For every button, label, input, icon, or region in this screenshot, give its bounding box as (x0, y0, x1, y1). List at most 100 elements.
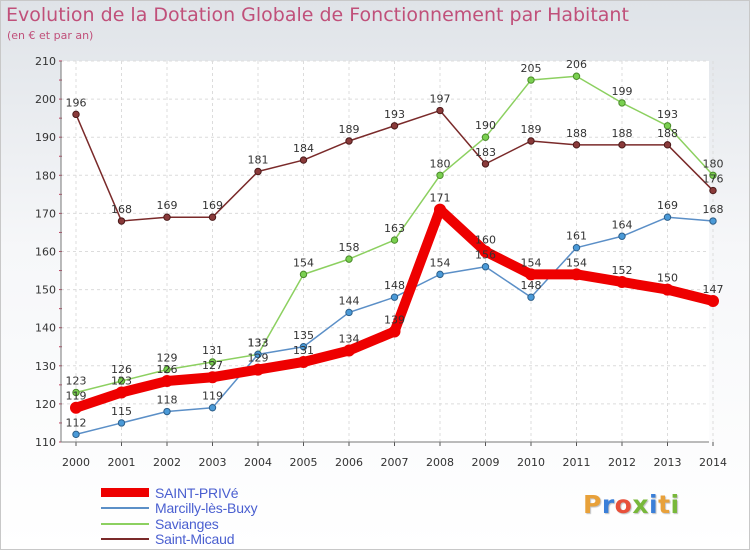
data-label: 168 (111, 203, 132, 216)
data-label: 184 (293, 142, 314, 155)
data-label: 119 (66, 390, 87, 403)
data-label: 163 (384, 222, 405, 235)
y-tick-label: 110 (35, 436, 56, 449)
data-point (117, 217, 126, 225)
data-label: 169 (657, 199, 678, 212)
data-point (163, 365, 171, 374)
y-tick-label: 160 (35, 246, 56, 259)
data-point (527, 293, 535, 301)
logo-letter: t (658, 490, 671, 519)
data-point (297, 355, 310, 368)
logo-letter: P (583, 490, 602, 519)
data-point (709, 186, 717, 195)
data-point (115, 386, 128, 399)
x-tick-label: 2014 (699, 456, 727, 469)
x-tick-label: 2004 (244, 456, 272, 469)
logo-letter: i (649, 490, 659, 519)
data-point (434, 203, 446, 216)
data-label: 134 (339, 333, 360, 346)
data-point (252, 363, 264, 376)
data-point (436, 270, 444, 279)
data-point (345, 308, 353, 317)
data-label: 188 (657, 127, 678, 140)
data-label: 148 (521, 279, 542, 292)
data-point (570, 268, 583, 281)
data-label: 180 (430, 157, 451, 170)
y-tick-label: 190 (35, 131, 56, 144)
y-tick-label: 180 (35, 169, 56, 182)
legend-item: Saint-Micaud (101, 531, 257, 548)
data-point (709, 217, 717, 225)
data-label: 118 (157, 394, 178, 407)
data-label: 154 (521, 256, 542, 269)
data-point (707, 295, 719, 308)
chart-subtitle: (en € et par an) (7, 29, 94, 42)
data-point (663, 122, 672, 130)
y-tick-label: 150 (35, 284, 56, 297)
data-point (527, 76, 535, 84)
data-point (72, 430, 80, 439)
data-point (345, 255, 353, 263)
data-label: 119 (202, 390, 223, 403)
data-label: 156 (475, 249, 496, 262)
data-point (299, 270, 308, 279)
data-point (72, 388, 80, 397)
data-point (163, 213, 171, 221)
x-tick-label: 2003 (199, 456, 227, 469)
data-point (72, 110, 80, 119)
x-tick-label: 2001 (108, 456, 136, 469)
data-point (481, 263, 490, 271)
data-label: 205 (521, 62, 542, 75)
data-label: 133 (248, 336, 269, 349)
data-label: 189 (521, 123, 542, 136)
data-label: 154 (430, 256, 451, 269)
data-point (208, 358, 217, 366)
x-tick-label: 2006 (335, 456, 363, 469)
data-label: 168 (703, 203, 724, 216)
data-label: 135 (293, 329, 314, 342)
data-point (390, 122, 399, 130)
data-point (572, 243, 581, 252)
data-point (479, 245, 492, 258)
data-point (390, 236, 399, 244)
data-label: 196 (66, 96, 87, 109)
x-tick-label: 2002 (153, 456, 181, 469)
data-label: 164 (612, 218, 633, 231)
data-label: 147 (703, 283, 724, 296)
legend-swatch (101, 522, 149, 525)
data-label: 129 (248, 352, 269, 365)
data-label: 127 (202, 359, 223, 372)
data-point (481, 133, 490, 141)
data-label: 131 (202, 344, 223, 357)
data-point (117, 377, 126, 385)
data-label: 133 (248, 336, 269, 349)
data-label: 131 (293, 344, 314, 357)
legend-item: Marcilly-lès-Buxy (101, 500, 258, 517)
x-tick-label: 2012 (608, 456, 636, 469)
data-label: 180 (703, 157, 724, 170)
legend-label: Saint-Micaud (155, 531, 235, 548)
data-point (618, 99, 626, 107)
logo-letter: o (614, 490, 633, 519)
data-label: 126 (111, 363, 132, 376)
data-point (525, 268, 537, 281)
data-point (343, 344, 355, 357)
y-tick-label: 200 (35, 93, 56, 106)
data-label: 139 (384, 314, 405, 327)
data-point (70, 401, 82, 414)
data-point (208, 213, 217, 221)
data-point (161, 375, 173, 388)
x-tick-label: 2010 (517, 456, 545, 469)
data-point (572, 72, 581, 80)
y-tick-label: 210 (35, 55, 56, 68)
data-point (299, 156, 308, 164)
legend-label: Marcilly-lès-Buxy (155, 500, 258, 517)
x-tick-label: 2013 (654, 456, 682, 469)
data-label: 144 (339, 294, 360, 307)
data-point (163, 407, 171, 416)
data-label: 150 (657, 272, 678, 285)
data-label: 183 (475, 146, 496, 159)
x-tick-label: 2011 (563, 456, 591, 469)
